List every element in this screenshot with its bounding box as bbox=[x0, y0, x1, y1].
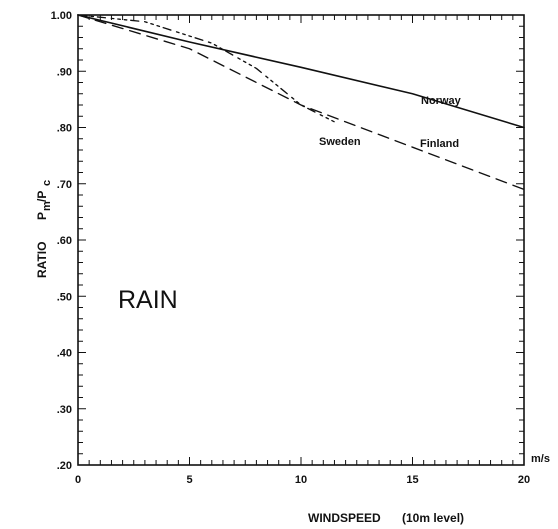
x-axis-label: WINDSPEED bbox=[308, 511, 381, 525]
y-axis-prefix: RATIO bbox=[35, 242, 49, 278]
plot-frame bbox=[77, 14, 525, 466]
y-tick-label: .80 bbox=[57, 123, 72, 135]
x-tick-label: 10 bbox=[295, 474, 307, 486]
x-unit-label: m/s bbox=[531, 453, 550, 465]
y-axis-sub-c: c bbox=[41, 180, 53, 186]
y-tick-label: .90 bbox=[57, 66, 72, 78]
y-axis-label: RATIO P m /P c bbox=[35, 180, 53, 278]
y-axis-p: P bbox=[35, 212, 49, 220]
y-axis-sub-m: m bbox=[41, 201, 53, 211]
y-tick-label: .20 bbox=[57, 460, 72, 472]
y-axis-mid: /P bbox=[35, 191, 49, 202]
x-axis-label-note: (10m level) bbox=[402, 511, 464, 525]
plot-layer: 0 5 10 15 20 .20 .30 .40 .50 .60 .70 .80 .90 1.00 Norw… bbox=[51, 10, 531, 486]
x-tick-label: 0 bbox=[75, 474, 81, 486]
y-tick-label: .60 bbox=[57, 235, 72, 247]
rain-annotation: RAIN bbox=[118, 286, 178, 314]
y-tick-label: .30 bbox=[57, 404, 72, 416]
y-tick-label: 1.00 bbox=[51, 10, 72, 22]
x-tick-label: 15 bbox=[406, 474, 418, 486]
y-tick-label: .70 bbox=[57, 179, 72, 191]
series-finland-label: Finland bbox=[420, 138, 459, 150]
x-tick-label: 5 bbox=[186, 474, 192, 486]
series-norway-line bbox=[77, 14, 525, 129]
x-tick-label: 20 bbox=[518, 474, 530, 486]
series-sweden-label: Sweden bbox=[319, 136, 361, 148]
y-tick-label: .40 bbox=[57, 348, 72, 360]
y-tick-label: .50 bbox=[57, 291, 72, 303]
series-norway-label: Norway bbox=[421, 95, 462, 107]
series-sweden-line bbox=[77, 14, 336, 123]
series-finland-line bbox=[77, 14, 525, 191]
